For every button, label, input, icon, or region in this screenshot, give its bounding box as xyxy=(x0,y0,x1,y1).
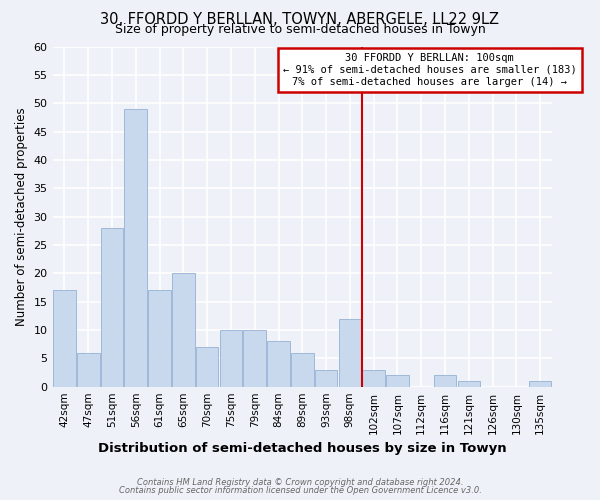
Text: Contains HM Land Registry data © Crown copyright and database right 2024.: Contains HM Land Registry data © Crown c… xyxy=(137,478,463,487)
Bar xyxy=(244,330,266,386)
Bar xyxy=(196,347,218,387)
X-axis label: Distribution of semi-detached houses by size in Towyn: Distribution of semi-detached houses by … xyxy=(98,442,506,455)
Bar xyxy=(386,376,409,386)
Bar xyxy=(362,370,385,386)
Bar xyxy=(148,290,171,386)
Bar xyxy=(53,290,76,386)
Bar xyxy=(434,376,457,386)
Bar xyxy=(101,228,124,386)
Text: Contains public sector information licensed under the Open Government Licence v3: Contains public sector information licen… xyxy=(119,486,481,495)
Text: Size of property relative to semi-detached houses in Towyn: Size of property relative to semi-detach… xyxy=(115,22,485,36)
Text: 30, FFORDD Y BERLLAN, TOWYN, ABERGELE, LL22 9LZ: 30, FFORDD Y BERLLAN, TOWYN, ABERGELE, L… xyxy=(101,12,499,28)
Bar xyxy=(220,330,242,386)
Text: 30 FFORDD Y BERLLAN: 100sqm
← 91% of semi-detached houses are smaller (183)
7% o: 30 FFORDD Y BERLLAN: 100sqm ← 91% of sem… xyxy=(283,54,577,86)
Bar xyxy=(267,342,290,386)
Bar xyxy=(529,381,551,386)
Bar xyxy=(124,109,147,386)
Bar xyxy=(338,318,361,386)
Bar xyxy=(291,352,314,386)
Y-axis label: Number of semi-detached properties: Number of semi-detached properties xyxy=(15,108,28,326)
Bar xyxy=(172,274,194,386)
Bar xyxy=(458,381,480,386)
Bar xyxy=(315,370,337,386)
Bar xyxy=(77,352,100,386)
